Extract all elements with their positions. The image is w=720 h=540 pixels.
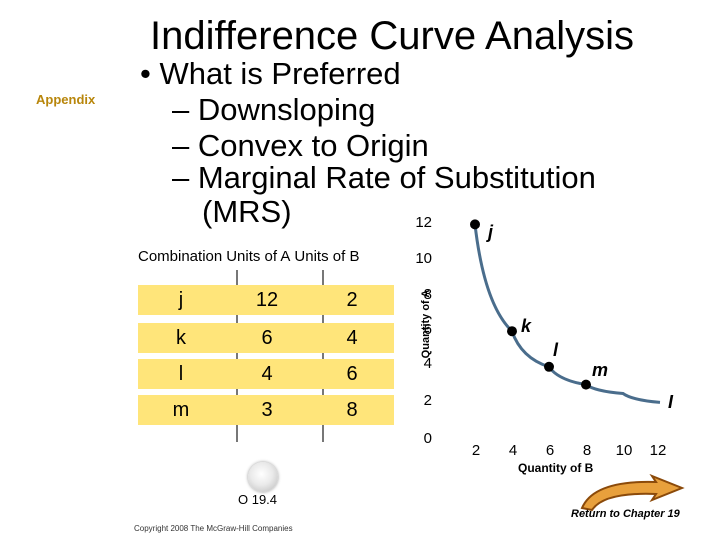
x-axis-title: Quantity of B: [518, 461, 594, 475]
bullet-what-is-preferred: • What is Preferred: [140, 56, 401, 91]
cell-units-a: 3: [261, 399, 273, 421]
point-label-l: l: [553, 340, 559, 360]
table-divider: [236, 270, 240, 442]
table-header: Combination Units of A Units of B: [136, 248, 361, 265]
sub-bullet-downsloping: – Downsloping: [172, 92, 376, 127]
appendix-tag: Appendix: [36, 92, 96, 107]
slide-number: O 19.4: [238, 492, 278, 507]
point-label-k: k: [521, 316, 532, 336]
cell-units-a: 12: [255, 289, 279, 311]
indifference-curve-line: [473, 224, 661, 404]
return-arrow-icon[interactable]: [570, 474, 700, 514]
y-tick-label: 10: [415, 250, 432, 267]
x-tick-label: 4: [508, 442, 518, 459]
y-tick-label: 12: [415, 214, 432, 231]
sub-bullet-mrs-abbrev: (MRS): [202, 194, 292, 229]
return-to-chapter-link[interactable]: Return to Chapter 19: [571, 508, 680, 520]
curve-point-l: [544, 361, 554, 372]
cell-combination: j: [178, 289, 184, 311]
table-row: m 3 8: [138, 395, 394, 425]
cell-units-a: 4: [261, 363, 273, 385]
table-row: l 4 6: [138, 359, 394, 389]
cell-combination: k: [176, 327, 186, 349]
y-tick-label: 6: [423, 321, 432, 338]
y-tick-label: 8: [423, 286, 432, 303]
table-divider: [322, 270, 326, 442]
slide-title: Indifference Curve Analysis: [150, 14, 634, 58]
copyright-text: Copyright 2008 The McGraw-Hill Companies: [134, 524, 293, 533]
sub-bullet-mrs: – Marginal Rate of Substitution: [172, 160, 596, 195]
egg-icon: [248, 462, 278, 492]
cell-units-b: 4: [346, 327, 358, 349]
header-units-a: Units of A: [226, 248, 291, 265]
curve-point-m: [581, 379, 591, 390]
cell-combination: m: [172, 399, 190, 421]
point-label-j: j: [488, 222, 494, 242]
header-units-b: Units of B: [294, 248, 360, 265]
cell-units-b: 6: [346, 363, 358, 385]
curve-points: [470, 219, 591, 390]
curve-point-k: [507, 326, 517, 337]
table-row: j 12 2: [138, 285, 394, 315]
y-tick-label: 0: [423, 430, 432, 447]
table-row: k 6 4: [138, 323, 394, 353]
header-combination: Combination: [138, 248, 223, 265]
point-label-m: m: [592, 360, 609, 380]
cell-units-a: 6: [261, 327, 273, 349]
cell-units-b: 8: [346, 399, 358, 421]
y-tick-label: 2: [423, 392, 432, 409]
x-tick-label: 10: [615, 442, 633, 459]
y-tick-label: 4: [423, 355, 432, 372]
x-tick-label: 6: [545, 442, 555, 459]
x-tick-label: 12: [649, 442, 667, 459]
curve-point-j: [470, 219, 480, 230]
cell-combination: l: [178, 363, 184, 385]
x-tick-label: 2: [471, 442, 481, 459]
cell-units-b: 2: [346, 289, 358, 311]
x-tick-label: 8: [582, 442, 592, 459]
sub-bullet-convex: – Convex to Origin: [172, 128, 429, 163]
curve-label-i: I: [668, 392, 674, 412]
